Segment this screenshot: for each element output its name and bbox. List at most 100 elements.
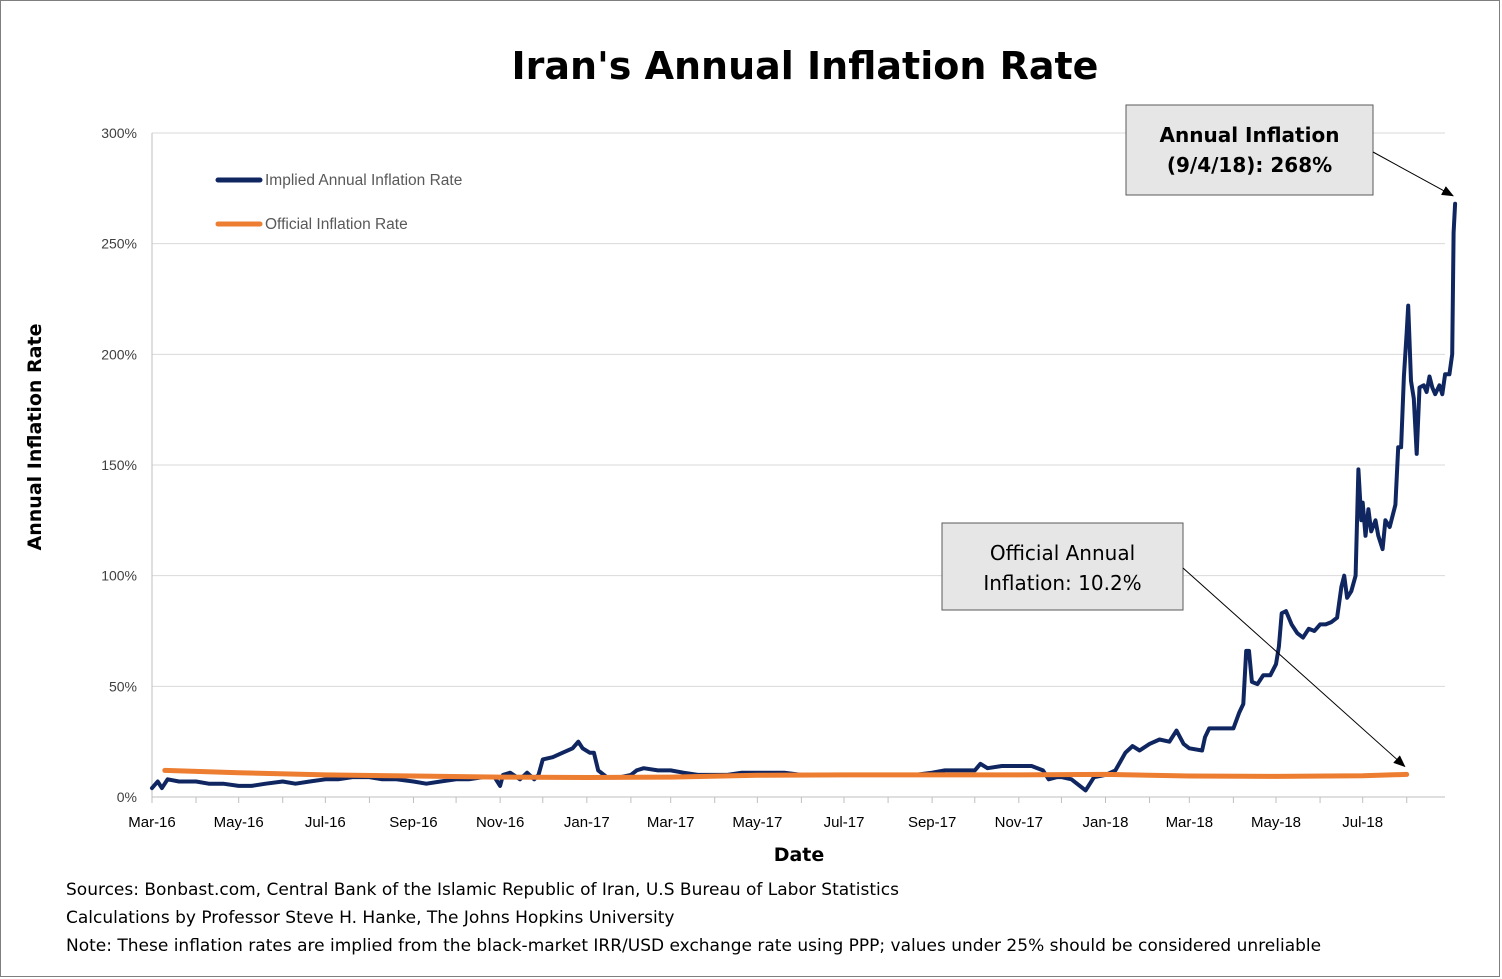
data-point — [1248, 650, 1250, 652]
data-point — [1042, 769, 1044, 772]
data-point — [1406, 773, 1408, 776]
data-point — [1367, 508, 1369, 510]
data-point — [324, 774, 326, 776]
data-point — [164, 769, 166, 772]
data-point — [395, 778, 397, 780]
data-point — [1343, 575, 1345, 577]
data-point — [1227, 727, 1229, 730]
data-point — [439, 780, 442, 783]
data-point — [1124, 752, 1126, 754]
data-point — [1403, 375, 1405, 378]
data-point — [657, 769, 659, 772]
data-point — [1281, 612, 1283, 614]
data-point — [195, 780, 197, 783]
data-point — [499, 785, 501, 787]
data-point — [1382, 548, 1384, 550]
data-point — [1423, 384, 1425, 386]
data-point — [589, 752, 591, 754]
data-point — [1350, 590, 1352, 592]
x-tick-label: May-18 — [1251, 814, 1301, 831]
data-point — [1168, 741, 1170, 743]
annotation-arrow — [1182, 567, 1406, 768]
data-point — [1362, 502, 1364, 504]
data-point — [552, 756, 554, 758]
data-point — [1245, 650, 1247, 652]
data-point — [1330, 621, 1332, 623]
annotation-text: Annual Inflation — [1160, 123, 1340, 147]
data-point — [643, 767, 645, 769]
data-point — [1296, 632, 1298, 634]
data-point — [636, 769, 638, 772]
x-tick-label: Nov-17 — [995, 814, 1043, 831]
data-point — [499, 776, 501, 778]
data-point — [944, 769, 946, 772]
data-point — [1183, 743, 1185, 745]
data-point — [586, 776, 588, 779]
data-point — [1291, 623, 1293, 626]
data-point — [1278, 645, 1280, 648]
y-tick-label: 300% — [101, 125, 137, 141]
data-point — [1355, 575, 1357, 577]
annotation-text: Official Annual — [990, 541, 1135, 565]
data-point — [1218, 727, 1220, 730]
data-point — [1453, 232, 1455, 234]
data-point — [1285, 610, 1287, 612]
data-point — [412, 775, 415, 777]
data-point — [1269, 674, 1271, 676]
source-notes: Sources: Bonbast.com, Central Bank of th… — [66, 876, 1321, 960]
data-point — [167, 778, 169, 780]
x-tick-label: Sep-17 — [908, 814, 956, 831]
y-axis-title: Annual Inflation Rate — [24, 324, 46, 551]
y-tick-label: 0% — [117, 789, 137, 805]
data-point — [1104, 773, 1107, 776]
data-point — [222, 783, 224, 785]
data-point — [1410, 380, 1412, 382]
data-point — [1031, 765, 1033, 767]
sources-note: Sources: Bonbast.com, Central Bank of th… — [66, 880, 899, 900]
data-point — [161, 787, 163, 789]
data-point — [1340, 586, 1342, 588]
data-point — [1201, 749, 1203, 752]
data-point — [1208, 727, 1210, 730]
data-point — [741, 772, 743, 774]
series-line — [150, 201, 1458, 793]
data-point — [1308, 628, 1310, 630]
x-tick-label: Jul-16 — [305, 814, 346, 831]
data-point — [265, 783, 267, 785]
data-point — [509, 772, 511, 774]
data-point — [1448, 373, 1450, 375]
x-axis-title: Date — [774, 844, 825, 866]
data-point — [1079, 785, 1081, 787]
data-point — [238, 785, 240, 787]
data-point — [250, 785, 253, 787]
data-point — [1416, 453, 1418, 455]
data-point — [1400, 446, 1402, 448]
data-point — [1085, 789, 1087, 792]
x-tick-label: May-16 — [214, 814, 264, 831]
data-point — [1188, 775, 1190, 777]
data-point — [178, 780, 180, 783]
data-point — [577, 741, 579, 743]
data-point — [1018, 774, 1020, 776]
data-point — [381, 778, 383, 780]
data-point — [1418, 386, 1421, 389]
series-line — [162, 767, 1410, 780]
data-point — [572, 747, 574, 749]
data-point — [1360, 519, 1362, 521]
data-point — [425, 783, 427, 785]
data-point — [1431, 386, 1433, 389]
data-point — [1364, 535, 1367, 537]
data-point — [1302, 637, 1304, 639]
data-point — [1048, 778, 1050, 780]
data-point — [931, 774, 933, 776]
data-point — [1251, 681, 1253, 683]
data-point — [1131, 745, 1134, 747]
data-point — [1441, 393, 1443, 395]
x-tick-label: Mar-16 — [128, 814, 176, 831]
data-point — [1238, 712, 1240, 714]
data-point — [756, 774, 758, 776]
data-point — [1204, 736, 1206, 738]
data-point — [1175, 730, 1178, 732]
data-point — [974, 769, 976, 772]
